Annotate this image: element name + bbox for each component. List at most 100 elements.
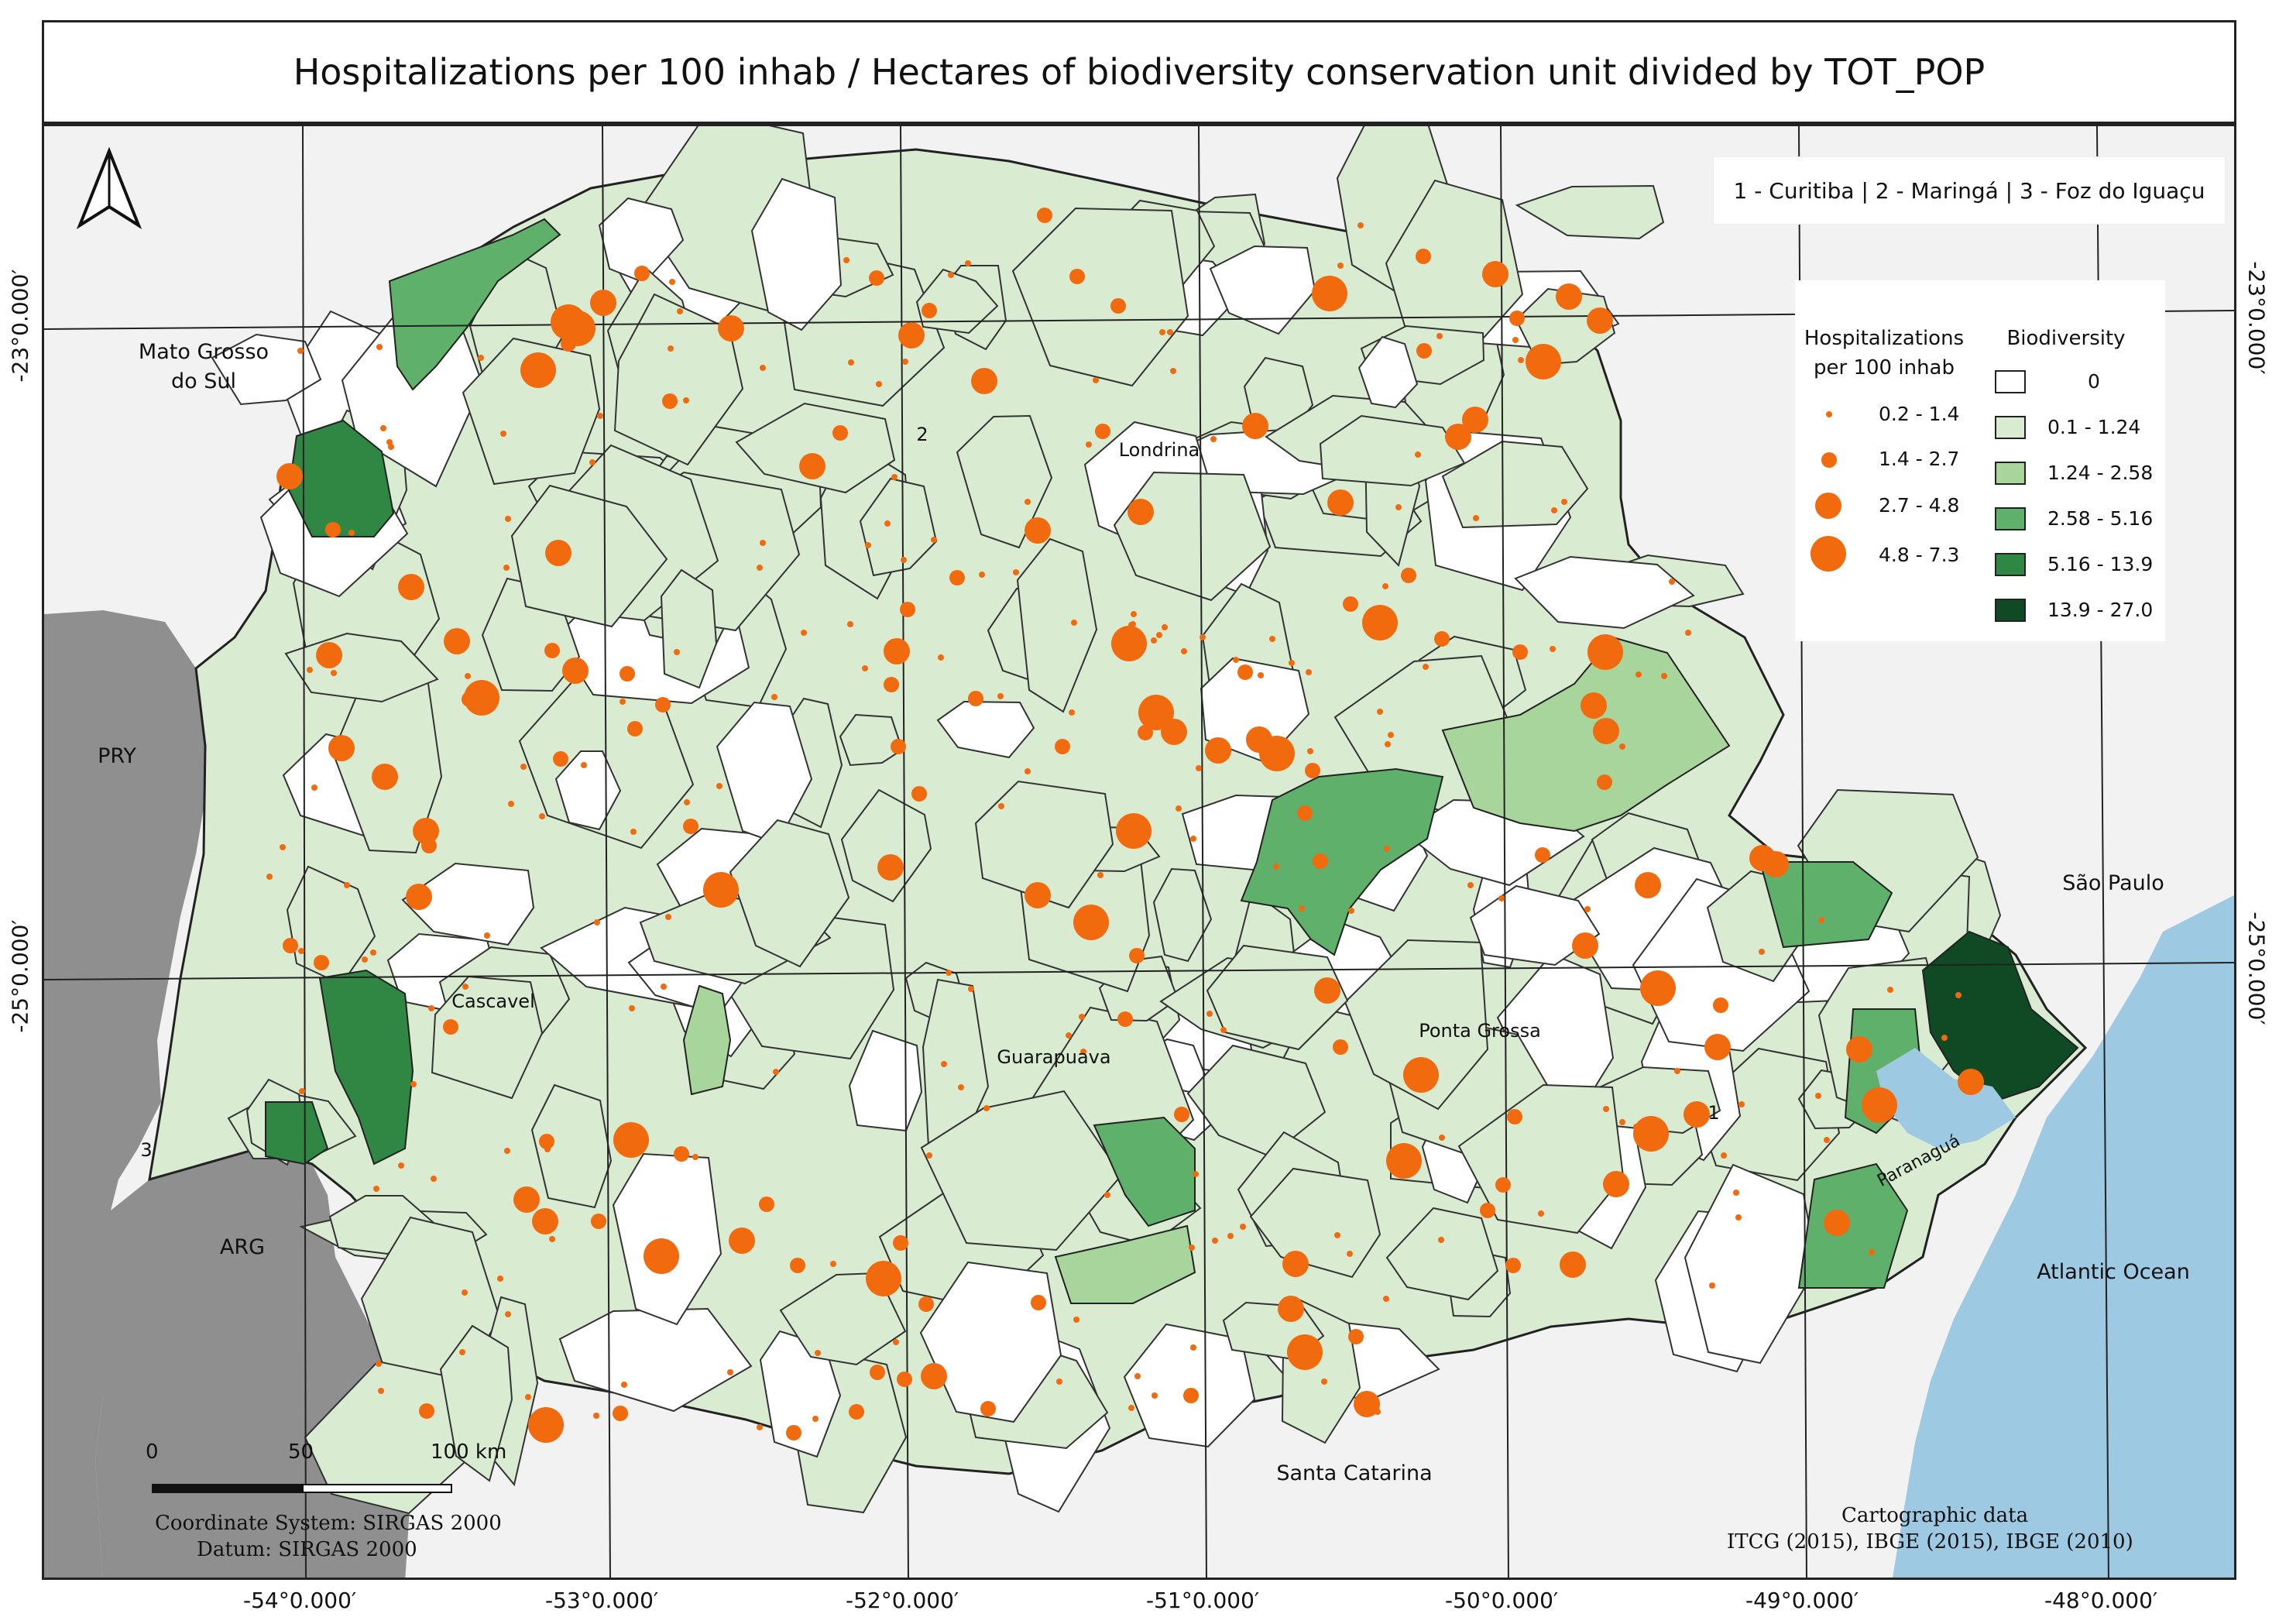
hospitalization-symbol bbox=[266, 874, 273, 880]
hospitalization-symbol bbox=[1246, 726, 1272, 753]
hospitalization-symbol bbox=[525, 1394, 531, 1400]
municipality-area bbox=[510, 484, 668, 628]
hospitalization-symbol bbox=[562, 657, 589, 684]
hospitalization-symbol bbox=[297, 348, 304, 354]
hospitalization-symbol bbox=[1097, 872, 1103, 878]
legend-hosp-class-3: 2.7 - 4.8 bbox=[1879, 494, 1960, 517]
legend-bio-swatch-4 bbox=[1995, 507, 2026, 530]
hospitalization-symbol bbox=[594, 919, 600, 925]
hospitalization-symbol bbox=[1117, 1011, 1133, 1027]
municipality-area bbox=[974, 780, 1114, 909]
hospitalization-symbol bbox=[1462, 407, 1488, 433]
hospitalization-symbol bbox=[1093, 377, 1099, 383]
hospitalization-symbol bbox=[901, 557, 907, 563]
hospitalization-symbol bbox=[1193, 1171, 1199, 1177]
scale-label-0: 0 bbox=[146, 1440, 159, 1464]
hospitalization-symbol bbox=[539, 1134, 554, 1149]
hospitalization-symbol bbox=[1242, 413, 1268, 439]
lat-label-left-23: -23°0.000′ bbox=[7, 269, 33, 383]
hospitalization-symbol bbox=[520, 764, 527, 770]
hospitalization-symbol bbox=[380, 425, 386, 431]
hospitalization-symbol bbox=[376, 344, 383, 350]
municipality-area bbox=[1152, 867, 1213, 963]
hospitalization-symbol bbox=[1111, 626, 1147, 661]
hospitalization-symbol bbox=[1386, 1143, 1422, 1179]
lon-label-53: -53°0.000′ bbox=[545, 1588, 659, 1613]
hospitalization-symbol bbox=[1162, 624, 1168, 630]
hospitalization-symbol bbox=[773, 1069, 779, 1075]
municipality-area bbox=[729, 819, 850, 968]
hospitalization-symbol bbox=[1505, 1258, 1521, 1273]
hospitalization-symbol bbox=[983, 1105, 990, 1111]
hospitalization-symbol bbox=[1227, 1233, 1234, 1239]
hospitalization-symbol bbox=[1439, 1135, 1445, 1141]
hospitalization-symbol bbox=[1603, 1106, 1609, 1112]
hospitalization-symbol bbox=[759, 1197, 774, 1212]
label-city-1: 1 bbox=[1708, 1102, 1719, 1124]
hospitalization-symbol bbox=[1321, 1379, 1327, 1385]
hospitalization-symbol bbox=[1220, 1027, 1227, 1033]
hospitalization-symbol bbox=[621, 1382, 627, 1388]
hospitalization-symbol bbox=[1383, 1296, 1389, 1302]
hospitalization-symbol bbox=[1684, 1101, 1710, 1128]
hospitalization-symbol bbox=[1069, 709, 1075, 716]
hospitalization-symbol bbox=[1377, 709, 1383, 715]
legend-hosp-title-1: Hospitalizations bbox=[1804, 327, 1965, 350]
hospitalization-symbol bbox=[958, 1084, 964, 1090]
hospitalization-symbol bbox=[968, 986, 974, 992]
hospitalization-symbol bbox=[1759, 949, 1765, 955]
hospitalization-symbol bbox=[1357, 222, 1364, 228]
hospitalization-symbol bbox=[1159, 329, 1165, 335]
hospitalization-symbol bbox=[1174, 1107, 1189, 1122]
legend-bio-swatch-6 bbox=[1995, 599, 2026, 622]
hospitalization-symbol bbox=[832, 425, 848, 441]
hospitalization-symbol bbox=[1498, 895, 1505, 901]
hospitalization-symbol bbox=[1305, 763, 1320, 778]
hospitalization-symbol bbox=[1073, 905, 1109, 940]
map-canvas[interactable]: Mato Grosso do Sul PRY ARG São Paulo San… bbox=[44, 126, 2236, 1580]
hospitalization-symbol bbox=[815, 1350, 821, 1356]
municipality-area bbox=[1209, 245, 1316, 335]
hospitalization-symbol bbox=[478, 355, 484, 361]
hospitalization-symbol bbox=[843, 257, 849, 263]
hospitalization-symbol bbox=[948, 272, 954, 278]
hospitalization-symbol bbox=[1212, 1238, 1218, 1244]
hospitalization-symbol bbox=[877, 854, 904, 881]
coordinate-system-text: Coordinate System: SIRGAS 2000 bbox=[155, 1512, 502, 1535]
hospitalization-symbol bbox=[1210, 436, 1217, 442]
hospitalization-symbol bbox=[848, 359, 854, 366]
hospitalization-symbol bbox=[1189, 1245, 1195, 1251]
hospitalization-symbol bbox=[1388, 732, 1394, 738]
hospitalization-symbol bbox=[1495, 1177, 1511, 1193]
hospitalization-symbol bbox=[1619, 1119, 1625, 1125]
lon-label-51: -51°0.000′ bbox=[1146, 1588, 1260, 1613]
municipality-area bbox=[956, 414, 1053, 549]
hospitalization-symbol bbox=[1095, 424, 1110, 439]
legend-dot-4 bbox=[1811, 536, 1846, 572]
hospitalization-symbol bbox=[1306, 669, 1312, 675]
hospitalization-symbol bbox=[1587, 307, 1613, 334]
hospitalization-symbol bbox=[1512, 644, 1528, 660]
municipality-area bbox=[1113, 471, 1272, 602]
hospitalization-symbol bbox=[674, 1146, 689, 1162]
legend-bio-class-3: 1.24 - 2.58 bbox=[2047, 462, 2154, 484]
hospitalization-symbol bbox=[331, 670, 337, 676]
hospitalization-symbol bbox=[1233, 657, 1239, 663]
biodiversity-class-3-area bbox=[1441, 636, 1731, 833]
hospitalization-symbol bbox=[280, 844, 286, 850]
hospitalization-symbol bbox=[757, 565, 763, 571]
municipality-area bbox=[919, 1261, 1062, 1423]
hospitalization-symbol bbox=[729, 1227, 755, 1254]
hospitalization-symbol bbox=[1395, 504, 1402, 510]
hospitalization-symbol bbox=[1269, 636, 1275, 642]
hospitalization-symbol bbox=[668, 345, 674, 352]
hospitalization-symbol bbox=[1167, 329, 1173, 335]
hospitalization-symbol bbox=[1312, 276, 1347, 311]
hospitalization-symbol bbox=[504, 1148, 510, 1154]
legend-bio-class-5: 5.16 - 13.9 bbox=[2047, 553, 2154, 575]
hospitalization-symbol bbox=[1337, 263, 1344, 269]
hospitalization-symbol bbox=[1818, 917, 1824, 923]
hospitalization-symbol bbox=[918, 1296, 934, 1312]
hospitalization-symbol bbox=[1347, 1251, 1353, 1257]
hospitalization-symbol bbox=[1436, 333, 1443, 339]
